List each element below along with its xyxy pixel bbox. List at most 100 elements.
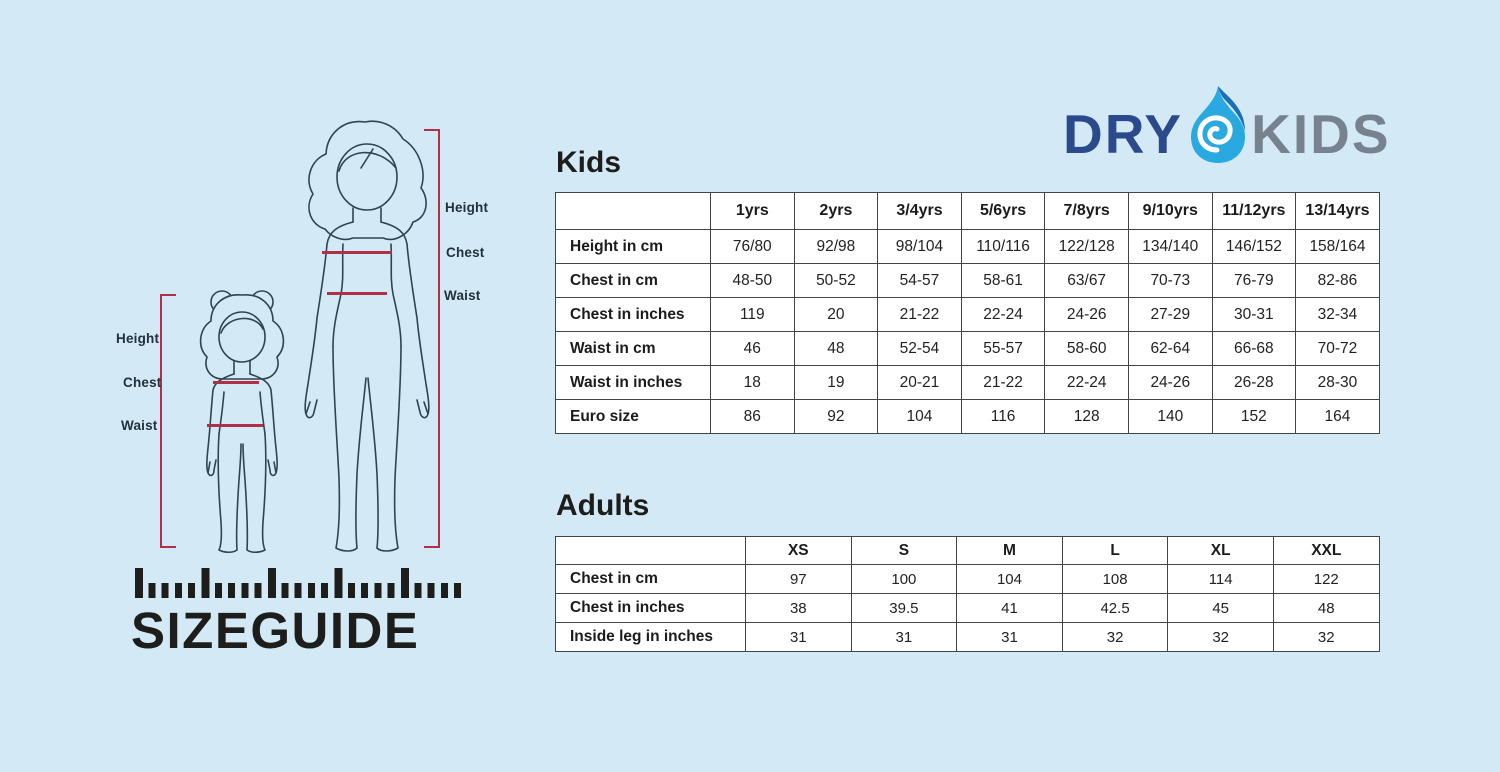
cell: 38 xyxy=(745,593,852,623)
column-header: S xyxy=(850,536,958,565)
sizeguide-title: SIZEGUIDE xyxy=(131,602,420,659)
cell: 100 xyxy=(850,564,958,594)
cell: 114 xyxy=(1167,564,1274,594)
cell: 28-30 xyxy=(1295,365,1380,400)
table-row: Waist in inches 18 19 20-21 21-22 22-24 … xyxy=(555,365,1380,400)
cell: 48 xyxy=(793,331,879,366)
empty-header-cell xyxy=(555,536,746,565)
cell: 39.5 xyxy=(850,593,958,623)
column-header: XXL xyxy=(1272,536,1380,565)
row-label: Waist in inches xyxy=(555,365,711,400)
cell: 119 xyxy=(710,297,795,332)
cell: 55-57 xyxy=(960,331,1046,366)
cell: 134/140 xyxy=(1127,229,1213,264)
cell: 32 xyxy=(1167,622,1274,652)
cell: 18 xyxy=(710,365,795,400)
cell: 48 xyxy=(1272,593,1380,623)
cell: 70-73 xyxy=(1127,263,1213,298)
cell: 97 xyxy=(745,564,852,594)
adult-chest-measure-line xyxy=(322,251,392,254)
adults-size-table: XS S M L XL XXL Chest in cm 97 100 104 1… xyxy=(555,536,1380,652)
column-header: 9/10yrs xyxy=(1127,192,1213,230)
cell: 31 xyxy=(850,622,958,652)
cell: 98/104 xyxy=(877,229,962,264)
adult-height-label: Height xyxy=(445,200,489,215)
child-chest-measure-line xyxy=(213,381,259,384)
cell: 31 xyxy=(745,622,852,652)
cell: 52-54 xyxy=(877,331,962,366)
column-header: 13/14yrs xyxy=(1295,192,1380,230)
cell: 41 xyxy=(956,593,1063,623)
table-row: Euro size 86 92 104 116 128 140 152 164 xyxy=(555,399,1380,434)
child-height-label: Height xyxy=(116,331,160,346)
cell: 20 xyxy=(793,297,879,332)
cell: 140 xyxy=(1127,399,1213,434)
column-header: 11/12yrs xyxy=(1211,192,1297,230)
cell: 54-57 xyxy=(877,263,962,298)
cell: 22-24 xyxy=(1044,365,1129,400)
cell: 45 xyxy=(1167,593,1274,623)
cell: 164 xyxy=(1295,399,1380,434)
row-label: Height in cm xyxy=(555,229,711,264)
cell: 32 xyxy=(1061,622,1169,652)
cell: 63/67 xyxy=(1044,263,1129,298)
table-row: Chest in cm 97 100 104 108 114 122 xyxy=(555,564,1380,594)
cell: 32 xyxy=(1272,622,1380,652)
table-row: Height in cm 76/80 92/98 98/104 110/116 … xyxy=(555,229,1380,264)
adult-waist-label: Waist xyxy=(444,288,481,303)
adult-figure-illustration xyxy=(304,120,430,552)
cell: 76-79 xyxy=(1211,263,1297,298)
adult-chest-label: Chest xyxy=(446,245,485,260)
cell: 70-72 xyxy=(1295,331,1380,366)
column-header: 1yrs xyxy=(710,192,795,230)
cell: 46 xyxy=(710,331,795,366)
cell: 42.5 xyxy=(1061,593,1169,623)
cell: 19 xyxy=(793,365,879,400)
child-figure-illustration xyxy=(199,290,285,554)
water-drop-icon xyxy=(1191,86,1246,163)
column-header: 3/4yrs xyxy=(877,192,962,230)
column-header: 5/6yrs xyxy=(960,192,1046,230)
table-header-row: XS S M L XL XXL xyxy=(555,536,1380,565)
cell: 110/116 xyxy=(960,229,1046,264)
cell: 104 xyxy=(877,399,962,434)
column-header: XL xyxy=(1167,536,1274,565)
column-header: M xyxy=(956,536,1063,565)
child-waist-label: Waist xyxy=(121,418,158,433)
cell: 108 xyxy=(1061,564,1169,594)
row-label: Chest in cm xyxy=(555,564,746,594)
cell: 24-26 xyxy=(1044,297,1129,332)
brand-logo: DRY KIDS xyxy=(1063,84,1391,163)
cell: 24-26 xyxy=(1127,365,1213,400)
cell: 30-31 xyxy=(1211,297,1297,332)
cell: 48-50 xyxy=(710,263,795,298)
row-label: Chest in inches xyxy=(555,593,746,623)
cell: 122 xyxy=(1272,564,1380,594)
table-header-row: 1yrs 2yrs 3/4yrs 5/6yrs 7/8yrs 9/10yrs 1… xyxy=(555,192,1380,230)
cell: 104 xyxy=(956,564,1063,594)
column-header: XS xyxy=(745,536,852,565)
empty-header-cell xyxy=(555,192,711,230)
cell: 21-22 xyxy=(877,297,962,332)
kids-section-heading: Kids xyxy=(556,146,622,179)
row-label: Chest in cm xyxy=(555,263,711,298)
adult-waist-measure-line xyxy=(327,292,387,295)
table-row: Chest in inches 119 20 21-22 22-24 24-26… xyxy=(555,297,1380,332)
column-header: 7/8yrs xyxy=(1044,192,1129,230)
cell: 21-22 xyxy=(960,365,1046,400)
table-row: Inside leg in inches 31 31 31 32 32 32 xyxy=(555,622,1380,652)
cell: 32-34 xyxy=(1295,297,1380,332)
row-label: Euro size xyxy=(555,399,711,434)
cell: 92/98 xyxy=(793,229,879,264)
row-label: Inside leg in inches xyxy=(555,622,746,652)
child-waist-measure-line xyxy=(207,424,263,427)
table-row: Chest in inches 38 39.5 41 42.5 45 48 xyxy=(555,593,1380,623)
cell: 86 xyxy=(710,399,795,434)
cell: 76/80 xyxy=(710,229,795,264)
cell: 128 xyxy=(1044,399,1129,434)
cell: 26-28 xyxy=(1211,365,1297,400)
cell: 50-52 xyxy=(793,263,879,298)
child-height-bracket xyxy=(160,294,176,548)
cell: 20-21 xyxy=(877,365,962,400)
